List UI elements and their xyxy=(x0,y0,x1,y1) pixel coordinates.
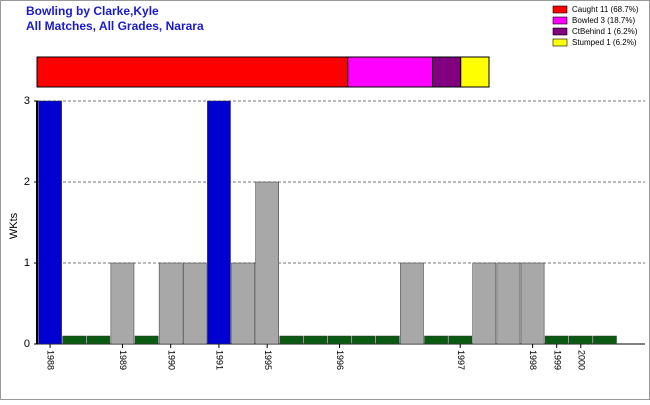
bar xyxy=(520,262,545,345)
bar xyxy=(183,262,207,345)
legend-label: CtBehind 1 (6.2%) xyxy=(572,27,638,36)
chart-title: Bowling by Clarke,Kyle xyxy=(26,4,159,18)
bar xyxy=(448,335,472,345)
bar xyxy=(231,262,255,345)
bar xyxy=(496,262,521,345)
bar xyxy=(62,335,86,345)
legend-swatch xyxy=(552,16,568,25)
bar xyxy=(569,335,593,345)
x-tick-label: 1997 xyxy=(456,350,466,370)
x-tick-label: 2000 xyxy=(576,350,586,370)
y-tick-label: 1 xyxy=(24,257,30,269)
x-tick-label: 1988 xyxy=(46,350,56,370)
legend-swatch xyxy=(552,27,568,36)
breakdown-segment xyxy=(432,56,462,88)
x-tick-label: 1990 xyxy=(166,350,176,370)
legend-swatch xyxy=(552,38,568,47)
legend-label: Stumped 1 (6.2%) xyxy=(572,38,637,47)
chart-subtitle: All Matches, All Grades, Narara xyxy=(26,19,204,33)
bar xyxy=(327,335,352,345)
bar xyxy=(134,335,159,345)
x-tick-label: 1998 xyxy=(528,350,538,370)
x-tick-label: 1995 xyxy=(263,350,273,370)
bar xyxy=(376,335,400,345)
breakdown-segment xyxy=(36,56,349,88)
y-tick-label: 0 xyxy=(24,338,30,350)
legend-label: Caught 11 (68.7%) xyxy=(572,5,639,14)
bar xyxy=(207,100,231,345)
x-tick-label: 1991 xyxy=(215,350,225,370)
y-axis-label: WKts xyxy=(8,212,20,239)
bar xyxy=(593,335,617,345)
y-tick-label: 2 xyxy=(24,176,30,188)
bar xyxy=(279,335,304,345)
breakdown-segment xyxy=(347,56,433,88)
x-tick-label: 1996 xyxy=(335,350,345,370)
bar xyxy=(472,262,497,345)
legend-label: Bowled 3 (18.7%) xyxy=(572,16,635,25)
breakdown-segment xyxy=(460,56,490,88)
bar xyxy=(303,335,328,345)
bar xyxy=(158,262,183,345)
x-tick-label: 1989 xyxy=(118,350,128,370)
bar xyxy=(110,262,135,345)
y-tick-label: 3 xyxy=(24,95,30,107)
bar xyxy=(38,100,62,345)
bar xyxy=(424,335,448,345)
x-tick-label: 1999 xyxy=(552,350,562,370)
legend-swatch xyxy=(552,5,568,14)
bar xyxy=(255,181,279,345)
bar xyxy=(544,335,569,345)
bar xyxy=(400,262,424,345)
bar xyxy=(86,335,111,345)
bar xyxy=(351,335,376,345)
